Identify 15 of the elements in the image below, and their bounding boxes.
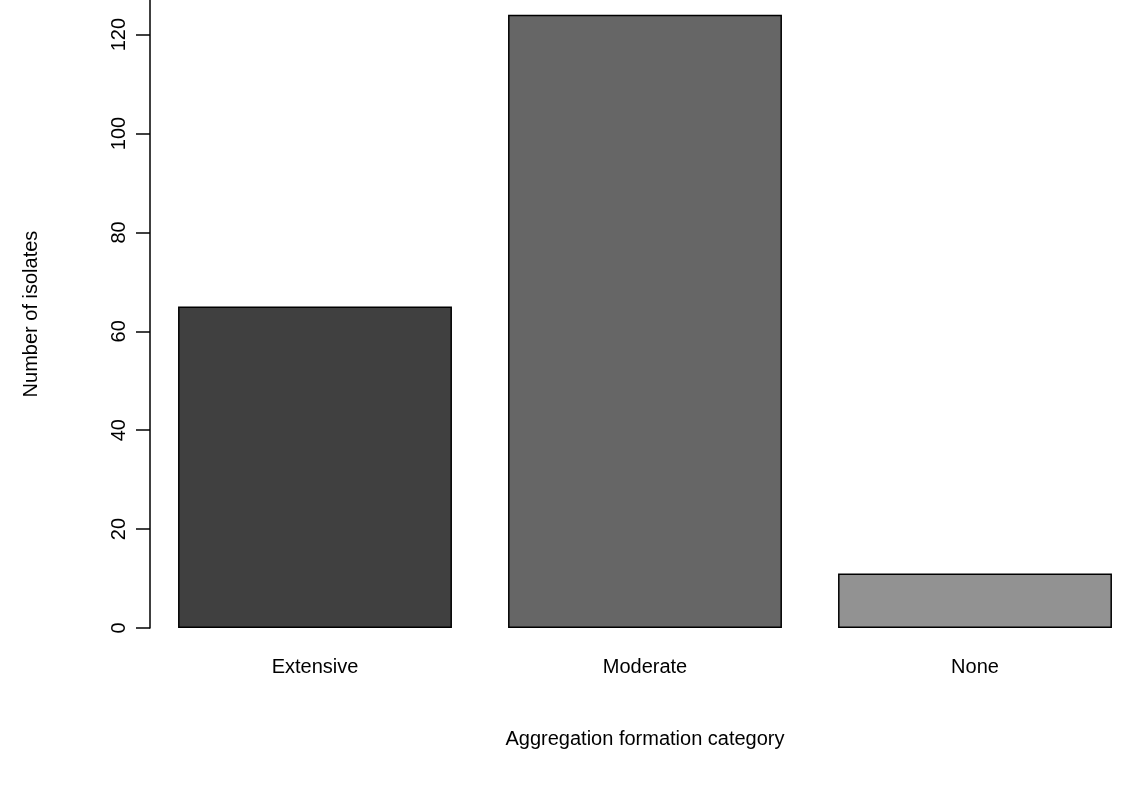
x-tick-label: None: [951, 655, 999, 677]
y-tick-label: 60: [107, 320, 129, 343]
x-axis-title: Aggregation formation category: [505, 727, 785, 749]
y-tick-label: 0: [107, 622, 129, 634]
bar: [838, 573, 1112, 628]
y-tick-label: 20: [107, 517, 129, 541]
x-tick-label: Moderate: [602, 655, 688, 677]
x-tick-label: Extensive: [271, 655, 359, 677]
y-tick-label: 80: [107, 221, 129, 244]
y-tick-label: 100: [107, 116, 129, 151]
y-tick-label: 40: [107, 419, 129, 442]
bar: [508, 14, 782, 628]
y-axis-title: Number of isolates: [19, 230, 41, 398]
y-tick-label: 120: [107, 17, 129, 52]
bar: [178, 306, 452, 628]
